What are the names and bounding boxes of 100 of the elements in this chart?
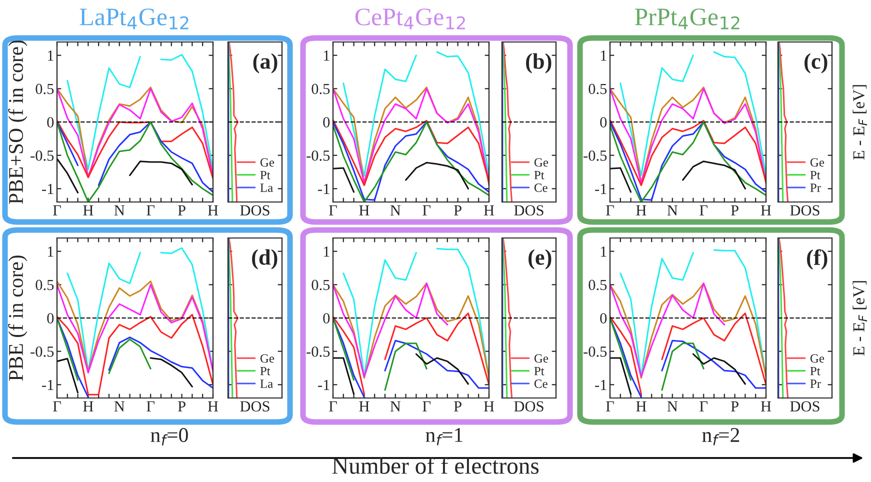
x-tick-label: Γ	[146, 401, 155, 412]
y-tick-label: 0.5	[312, 280, 330, 290]
x-axis-title: DOS	[240, 401, 270, 412]
legend-label: Ge	[534, 158, 548, 167]
legend-label: Ce	[534, 380, 548, 388]
y-tick-label: 1	[324, 246, 330, 257]
x-tick-label: N	[390, 205, 401, 216]
x-tick-label: Γ	[422, 205, 431, 216]
legend-label: La	[260, 380, 273, 388]
x-tick-label: P	[730, 205, 738, 216]
chart-title: CePt$_{4}$Ge$_{12}$	[355, 8, 465, 30]
x-axis-title: DOS	[790, 401, 820, 412]
y-tick-label: -0.5	[584, 346, 607, 357]
x-tick-label: Γ	[53, 205, 61, 216]
text: n$_{f}$=2	[702, 428, 740, 446]
x-tick-label: P	[178, 401, 186, 412]
y-tick-label: 0.5	[36, 280, 54, 290]
x-tick-label: H	[484, 205, 494, 216]
legend-label: La	[260, 184, 273, 192]
legend-label: Ce	[534, 184, 548, 192]
x-tick-label: H	[636, 205, 646, 216]
y-tick-label: -1	[318, 184, 330, 194]
legend-label: Ge	[260, 158, 274, 167]
y-tick-label: -1	[42, 184, 54, 194]
x-axis-title: DOS	[240, 205, 270, 216]
chart-title: PrPt$_{4}$Ge$_{12}$	[634, 8, 740, 30]
y-tick-label: -1	[42, 380, 54, 390]
y-tick-label: -0.5	[306, 150, 330, 161]
x-tick-label: H	[760, 401, 772, 412]
x-tick-label: Γ	[606, 205, 614, 216]
y-tick-label: 1	[600, 246, 606, 257]
legend-label: Pr	[810, 184, 821, 192]
legend-label: Pt	[810, 170, 820, 180]
text: (e)	[528, 249, 552, 270]
x-tick-label: H	[760, 205, 772, 216]
x-tick-label: Γ	[146, 205, 155, 216]
y-tick-label: 0.5	[36, 84, 54, 94]
y-tick-label: 1	[48, 50, 54, 61]
x-tick-label: N	[667, 205, 678, 216]
x-tick-label: H	[636, 401, 646, 412]
text: n$_{f}$=0	[150, 428, 188, 446]
y-tick-label: 0	[47, 313, 54, 324]
text: (f)	[807, 249, 828, 270]
y2-axis-title: E - E$_{F}$ [eV]	[852, 281, 868, 356]
y-axis-title: PBE (f in core)	[8, 256, 28, 381]
legend-label: Pt	[260, 170, 270, 180]
x-tick-label: N	[390, 401, 401, 412]
x-tick-label: P	[730, 401, 738, 412]
legend-label: Ge	[810, 354, 824, 363]
y-tick-label: 1	[48, 246, 54, 257]
y-tick-label: -0.5	[30, 150, 54, 161]
text: n$_{f}$=1	[426, 428, 462, 446]
y-tick-label: -1	[595, 380, 606, 390]
y-tick-label: 0.5	[588, 84, 607, 94]
x-tick-label: H	[208, 205, 218, 216]
y-tick-label: 1	[600, 50, 606, 61]
x-tick-label: H	[83, 401, 94, 412]
x-tick-label: H	[83, 205, 94, 216]
legend-label: Ge	[810, 158, 824, 167]
x-tick-label: Γ	[700, 205, 708, 216]
y-tick-label: 0	[600, 117, 607, 128]
x-axis-title: DOS	[514, 205, 544, 216]
x-tick-label: N	[667, 401, 678, 412]
y-tick-label: 0.5	[312, 84, 330, 94]
x-tick-label: N	[114, 205, 125, 216]
x-tick-label: H	[208, 401, 218, 412]
x-tick-label: Γ	[329, 205, 337, 216]
y-tick-label: 0.5	[588, 280, 607, 290]
x-axis-title: DOS	[514, 401, 544, 412]
y-tick-label: 0	[600, 313, 607, 324]
x-tick-label: Γ	[606, 401, 614, 412]
legend-label: Ge	[534, 354, 548, 363]
x-tick-label: H	[484, 401, 494, 412]
text: (b)	[526, 53, 552, 74]
y-tick-label: 1	[324, 50, 330, 61]
x-tick-label: P	[178, 205, 186, 216]
y-tick-label: -0.5	[30, 346, 54, 357]
text: (c)	[804, 53, 828, 74]
legend-label: Ge	[260, 354, 274, 363]
legend-label: Pt	[534, 170, 544, 180]
y-tick-label: 0	[47, 117, 54, 128]
text: Number of f electrons	[332, 457, 539, 474]
chart-title: LaPt$_{4}$Ge$_{12}$	[80, 8, 188, 30]
x-tick-label: Γ	[700, 401, 708, 412]
x-axis-title: DOS	[790, 205, 820, 216]
y-tick-label: -0.5	[584, 150, 607, 161]
x-tick-label: Γ	[329, 401, 337, 412]
y-axis-title: PBE+SO (f in core)	[8, 40, 28, 204]
legend-label: Pr	[810, 380, 821, 388]
x-tick-label: H	[359, 205, 370, 216]
y-tick-label: -0.5	[306, 346, 330, 357]
x-tick-label: P	[454, 401, 462, 412]
y-tick-label: 0	[323, 117, 330, 128]
y-tick-label: 0	[323, 313, 330, 324]
x-tick-label: N	[114, 401, 125, 412]
y-tick-label: -1	[318, 380, 330, 390]
text: (a)	[253, 53, 278, 74]
y2-axis-title: E - E$_{F}$ [eV]	[852, 85, 868, 160]
legend-label: Pt	[810, 366, 820, 376]
y-tick-label: -1	[595, 184, 606, 194]
